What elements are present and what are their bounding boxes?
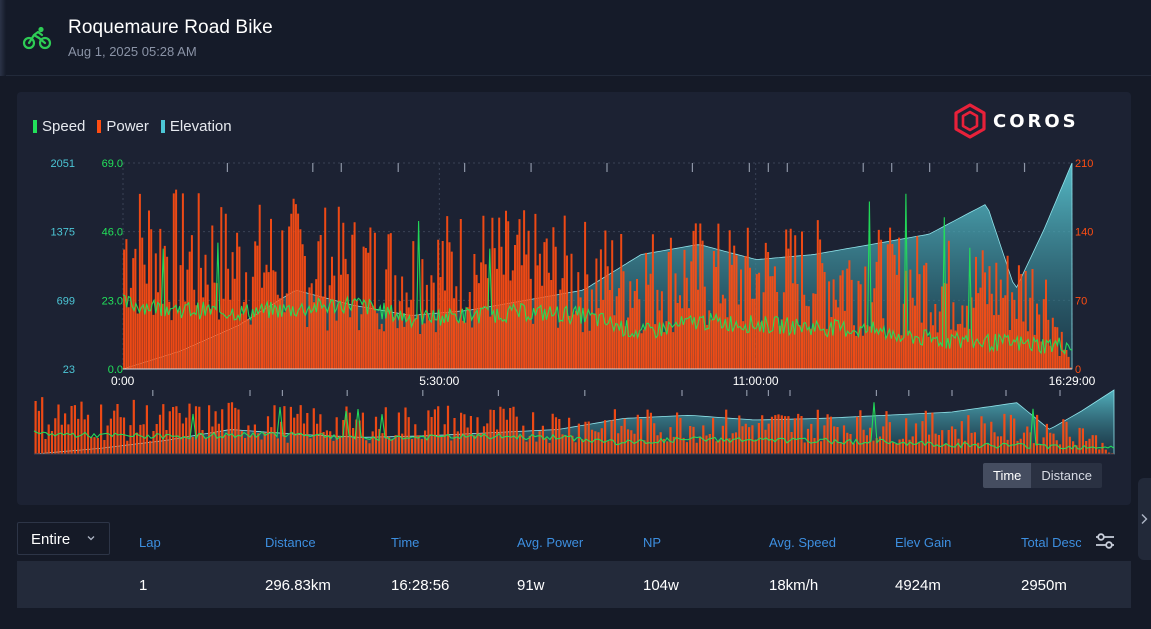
lap-table-header: Lap Distance Time Avg. Power NP Avg. Spe… bbox=[0, 533, 1151, 553]
main-elevation-series bbox=[122, 162, 1073, 370]
x-tick-label: 11:00:00 bbox=[733, 374, 779, 388]
column-header-lap[interactable]: Lap bbox=[139, 535, 161, 550]
column-header-avg-speed[interactable]: Avg. Speed bbox=[769, 535, 836, 550]
overview-speed-series bbox=[33, 402, 1115, 450]
speed-tick-label: 46.0 bbox=[102, 227, 123, 239]
column-header-time[interactable]: Time bbox=[391, 535, 420, 550]
legend-label-speed: Speed bbox=[42, 117, 86, 135]
cell-time: 16:28:56 bbox=[391, 577, 450, 594]
table-row[interactable]: 1 296.83km 16:28:56 91w 104w 18km/h 4924… bbox=[17, 561, 1131, 608]
column-header-total-desc[interactable]: Total Desc bbox=[1021, 535, 1081, 550]
column-header-distance[interactable]: Distance bbox=[265, 535, 316, 550]
activity-date: Aug 1, 2025 05:28 AM bbox=[68, 44, 197, 59]
activity-title: Roquemaure Road Bike bbox=[68, 17, 273, 38]
legend-elevation[interactable]: Elevation bbox=[160, 117, 232, 135]
elevation-tick-label: 23 bbox=[63, 364, 75, 376]
power-tick-label: 70 bbox=[1075, 295, 1087, 307]
road-bike-icon bbox=[22, 26, 52, 50]
elevation-tick-label: 699 bbox=[57, 295, 75, 307]
speed-tick-label: 23.0 bbox=[102, 295, 123, 307]
cell-lap: 1 bbox=[139, 577, 148, 594]
coros-logo-icon bbox=[954, 103, 986, 139]
activity-header: Roquemaure Road Bike Aug 1, 2025 05:28 A… bbox=[0, 0, 1151, 76]
legend-swatch-elevation bbox=[160, 119, 165, 133]
elevation-tick-label: 1375 bbox=[51, 227, 75, 239]
legend-speed[interactable]: Speed bbox=[33, 117, 85, 135]
cell-avg-speed: 18km/h bbox=[769, 577, 819, 594]
legend-label-elevation: Elevation bbox=[169, 117, 232, 135]
legend-label-power: Power bbox=[106, 117, 149, 135]
power-tick-label: 0 bbox=[1075, 364, 1081, 376]
side-panel-toggle[interactable] bbox=[1138, 478, 1151, 560]
header-edge bbox=[0, 0, 6, 76]
x-tick-label: 16:29:00 bbox=[1049, 374, 1096, 388]
elevation-tick-label: 2051 bbox=[51, 158, 75, 170]
chevron-down-icon bbox=[87, 536, 95, 541]
chevron-right-icon bbox=[1141, 514, 1148, 524]
time-toggle-button[interactable]: Time bbox=[983, 463, 1032, 488]
speed-tick-label: 0.0 bbox=[108, 364, 123, 376]
overview-power-series bbox=[34, 397, 1114, 454]
legend-power[interactable]: Power bbox=[97, 117, 149, 135]
cell-total-desc: 2950m bbox=[1021, 577, 1067, 594]
chart-legend: Speed Power Elevation bbox=[33, 117, 232, 135]
main-speed-series bbox=[122, 193, 1073, 355]
brand-logo: COROS bbox=[951, 102, 1111, 140]
brand-wordmark: COROS bbox=[993, 111, 1079, 132]
axis-mode-toggle: Time Distance bbox=[983, 463, 1102, 488]
column-header-total-desc-clip: Total Desc bbox=[1021, 533, 1081, 555]
power-tick-label: 140 bbox=[1075, 227, 1093, 239]
distance-toggle-button[interactable]: Distance bbox=[1031, 463, 1102, 488]
legend-swatch-power bbox=[97, 119, 102, 133]
cell-avg-power: 91w bbox=[517, 577, 545, 594]
column-header-avg-power[interactable]: Avg. Power bbox=[517, 535, 584, 550]
lap-range-value: Entire bbox=[31, 531, 71, 548]
chart-card: 2051 1375 699 23 69.0 46.0 23.0 0.0 210 140 70 0 0:0… bbox=[17, 92, 1131, 505]
x-tick-label: 5:30:00 bbox=[419, 374, 459, 388]
x-tick-label: 0:00 bbox=[111, 374, 135, 388]
lap-range-select[interactable]: Entire bbox=[17, 522, 110, 555]
activity-chart[interactable]: 2051 1375 699 23 69.0 46.0 23.0 0.0 210 140 70 0 0:0… bbox=[17, 92, 1131, 505]
cell-elev-gain: 4924m bbox=[895, 577, 941, 594]
speed-tick-label: 69.0 bbox=[102, 158, 123, 170]
cell-np: 104w bbox=[643, 577, 679, 594]
legend-swatch-speed bbox=[33, 119, 37, 133]
power-tick-label: 210 bbox=[1075, 158, 1093, 170]
column-header-np[interactable]: NP bbox=[643, 535, 662, 550]
column-header-elev-gain[interactable]: Elev Gain bbox=[895, 535, 952, 550]
column-settings-icon[interactable] bbox=[1094, 531, 1116, 551]
cell-distance: 296.83km bbox=[265, 577, 331, 594]
